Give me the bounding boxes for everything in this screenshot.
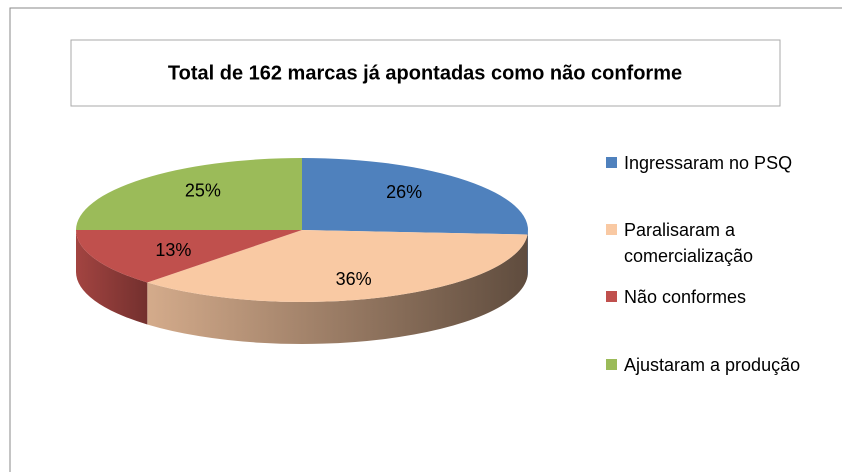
legend-label: Paralisaram a comercialização <box>624 220 754 266</box>
legend-swatch <box>606 359 617 370</box>
slice <box>76 230 302 283</box>
legend-swatch <box>606 224 617 235</box>
legend-item: Não conformes <box>606 284 834 310</box>
legend-item: Ingressaram no PSQ <box>606 150 834 176</box>
data-label: 26% <box>386 182 422 202</box>
legend-label: Ajustaram a produção <box>624 355 801 375</box>
legend-item: Paralisaram a comercialização <box>606 217 834 269</box>
data-label: 13% <box>155 240 191 260</box>
slice <box>302 158 528 235</box>
legend-label: Não conformes <box>624 287 747 307</box>
title-box <box>70 39 781 107</box>
slice-side <box>76 230 148 325</box>
chart-title: Total de 162 marcas já apontadas como nã… <box>168 62 682 84</box>
slice <box>76 158 302 230</box>
pie: 26% 36% 13% 25% <box>76 158 528 345</box>
legend-swatch <box>606 291 617 302</box>
slice <box>147 230 528 303</box>
legend-label: Ingressaram no PSQ <box>624 153 793 173</box>
slice-side <box>147 234 528 345</box>
data-label: 36% <box>336 269 372 289</box>
legend-item: Ajustaram a produção <box>606 352 834 378</box>
data-label: 25% <box>185 181 221 201</box>
legend-swatch <box>606 157 617 168</box>
